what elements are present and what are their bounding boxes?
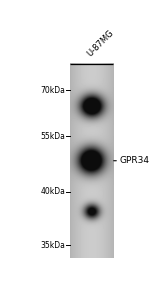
Text: GPR34: GPR34 — [114, 156, 149, 165]
Text: 35kDa: 35kDa — [40, 241, 65, 250]
Text: 70kDa: 70kDa — [40, 86, 65, 95]
Text: U-87MG: U-87MG — [85, 28, 115, 58]
Text: 40kDa: 40kDa — [40, 188, 65, 196]
Text: 55kDa: 55kDa — [40, 132, 65, 141]
